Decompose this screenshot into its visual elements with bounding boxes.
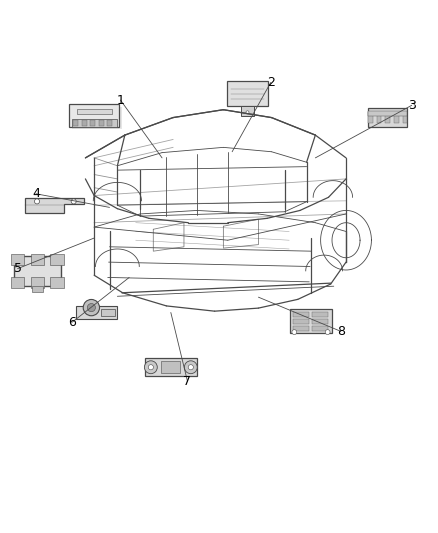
Text: 2: 2 [267, 76, 275, 89]
Text: 8: 8 [337, 325, 345, 338]
Bar [293, 312, 309, 317]
Bar [32, 286, 43, 292]
Bar [69, 104, 119, 127]
Bar [31, 277, 44, 288]
Circle shape [148, 365, 153, 370]
Bar [77, 109, 112, 114]
Bar [14, 255, 61, 286]
Bar [107, 120, 112, 126]
Circle shape [325, 330, 330, 335]
Bar [31, 254, 44, 264]
Bar [71, 119, 117, 127]
Bar [312, 312, 328, 317]
Bar [290, 309, 332, 333]
Bar [90, 120, 95, 126]
Bar [75, 306, 117, 319]
Text: 6: 6 [68, 316, 76, 329]
Text: 5: 5 [14, 262, 21, 275]
Bar [312, 326, 328, 332]
Circle shape [145, 361, 157, 374]
Bar [73, 120, 78, 126]
Bar [241, 106, 254, 116]
Circle shape [188, 365, 193, 370]
Text: 7: 7 [184, 375, 191, 387]
Bar [394, 112, 399, 123]
Bar [11, 277, 24, 288]
Bar [368, 112, 373, 123]
Text: 3: 3 [408, 99, 416, 112]
Bar [81, 120, 87, 126]
Circle shape [35, 199, 39, 204]
Bar [161, 361, 180, 373]
Bar [293, 326, 309, 332]
Bar [11, 254, 24, 264]
Bar [293, 319, 309, 324]
Text: 4: 4 [32, 187, 40, 200]
Bar [227, 81, 268, 106]
Bar [100, 309, 115, 316]
Circle shape [71, 199, 76, 204]
Bar [312, 319, 328, 324]
Bar [368, 111, 407, 116]
Circle shape [87, 303, 95, 312]
Circle shape [292, 330, 297, 335]
Bar [99, 120, 104, 126]
Bar [71, 107, 122, 130]
Circle shape [83, 300, 99, 316]
Bar [50, 254, 64, 264]
Polygon shape [25, 198, 84, 213]
Bar [403, 112, 407, 123]
Bar [368, 108, 407, 127]
Bar [377, 112, 381, 123]
Bar [385, 112, 390, 123]
Circle shape [184, 361, 197, 374]
Text: 1: 1 [117, 94, 124, 107]
Bar [145, 358, 197, 376]
Bar [50, 277, 64, 288]
Circle shape [246, 111, 249, 114]
